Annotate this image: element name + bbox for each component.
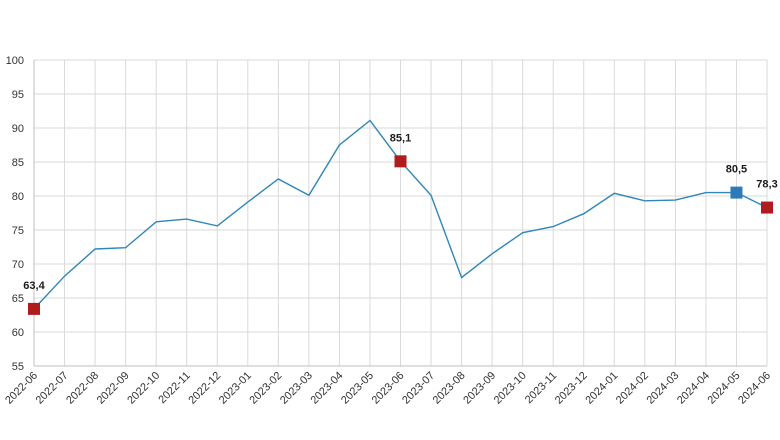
x-tick-label: 2024-01 (583, 370, 620, 407)
x-tick-label: 2022-07 (34, 370, 71, 407)
data-label: 85,1 (390, 132, 411, 144)
x-tick-label: 2023-08 (431, 370, 468, 407)
y-tick-label: 75 (12, 225, 24, 237)
x-tick-label: 2023-05 (339, 370, 376, 407)
y-tick-label: 80 (12, 191, 24, 203)
marker-layer: 63,4 85,1 80,5 78,3 (23, 132, 778, 315)
y-tick-label: 70 (12, 259, 24, 271)
x-tick-label: 2022-09 (95, 370, 132, 407)
x-tick-label: 2022-08 (64, 370, 101, 407)
data-label: 78,3 (756, 179, 777, 191)
y-tick-label: 60 (12, 327, 24, 339)
y-tick-label: 100 (6, 55, 24, 67)
x-tick-label: 2024-03 (644, 370, 681, 407)
data-point-marker (394, 155, 407, 168)
data-point-marker (761, 201, 773, 214)
data-label: 80,5 (726, 164, 747, 176)
x-tick-label: 2023-04 (309, 370, 346, 407)
x-tick-label: 2024-04 (675, 370, 712, 407)
y-tick-label: 55 (12, 361, 24, 373)
grid-layer (33, 59, 768, 367)
x-tick-label: 2023-01 (217, 370, 254, 407)
x-tick-label: 2022-12 (186, 370, 223, 407)
y-tick-label: 90 (12, 123, 24, 135)
x-tick-label: 2024-06 (736, 370, 773, 407)
x-tick-label: 2023-07 (400, 370, 437, 407)
data-point-marker (28, 302, 40, 315)
x-tick-label: 2023-09 (461, 370, 498, 407)
y-tick-label: 65 (12, 293, 24, 305)
x-tick-label: 2023-10 (492, 370, 529, 407)
x-tick-label: 2023-11 (523, 370, 559, 406)
y-tick-label: 95 (12, 89, 24, 101)
x-tick-label: 2024-02 (614, 370, 651, 407)
x-tick-label: 2023-02 (247, 370, 284, 407)
x-tick-label: 2023-06 (370, 370, 407, 407)
data-label: 63,4 (23, 280, 45, 292)
x-tick-label: 2023-03 (278, 370, 315, 407)
x-tick-label: 2023-12 (553, 370, 590, 407)
data-point-marker (730, 186, 743, 199)
x-tick-label: 2022-10 (125, 370, 162, 407)
axis-layer: 5560657075808590951002022-062022-072022-… (3, 55, 773, 407)
x-tick-label: 2022-06 (3, 370, 40, 407)
x-tick-label: 2022-11 (156, 370, 192, 406)
x-tick-label: 2024-05 (706, 370, 743, 407)
y-tick-label: 85 (12, 157, 24, 169)
